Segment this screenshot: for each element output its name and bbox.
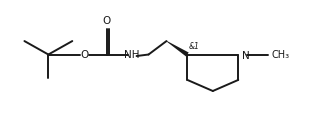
Text: &1: &1 [189,42,200,51]
Text: O: O [102,15,111,26]
Text: N: N [242,51,250,61]
Text: O: O [80,49,88,60]
Text: CH₃: CH₃ [271,49,289,60]
Polygon shape [166,41,189,57]
Text: NH: NH [124,49,140,60]
